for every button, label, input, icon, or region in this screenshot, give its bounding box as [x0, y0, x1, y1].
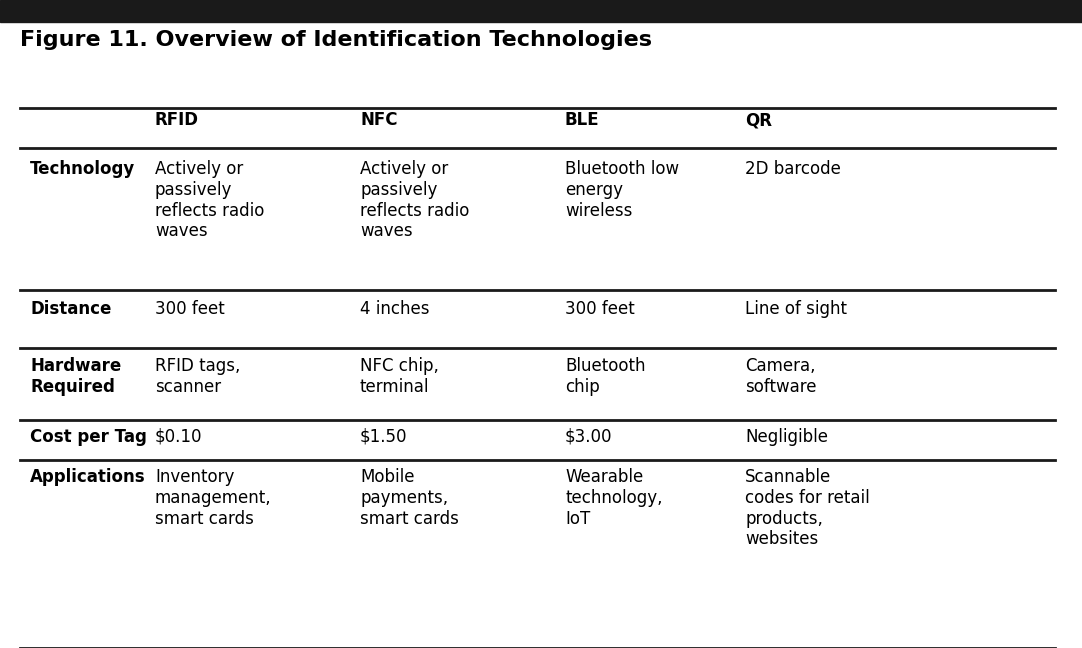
Text: BLE: BLE — [565, 111, 599, 129]
Text: 2D barcode: 2D barcode — [745, 160, 841, 178]
Text: $1.50: $1.50 — [360, 428, 408, 446]
Text: Wearable
technology,
IoT: Wearable technology, IoT — [565, 468, 662, 527]
Text: 300 feet: 300 feet — [565, 300, 635, 318]
Text: Inventory
management,
smart cards: Inventory management, smart cards — [155, 468, 272, 527]
Text: NFC: NFC — [360, 111, 397, 129]
Text: Hardware
Required: Hardware Required — [30, 357, 121, 396]
Text: 4 inches: 4 inches — [360, 300, 430, 318]
Text: QR: QR — [745, 111, 771, 129]
Text: Line of sight: Line of sight — [745, 300, 847, 318]
Text: Distance: Distance — [30, 300, 111, 318]
Text: Figure 11. Overview of Identification Technologies: Figure 11. Overview of Identification Te… — [19, 30, 652, 50]
Text: Scannable
codes for retail
products,
websites: Scannable codes for retail products, web… — [745, 468, 870, 548]
Text: Technology: Technology — [30, 160, 135, 178]
Text: Actively or
passively
reflects radio
waves: Actively or passively reflects radio wav… — [155, 160, 264, 240]
Bar — [0, 0, 1082, 22]
Text: Applications: Applications — [30, 468, 146, 486]
Text: NFC chip,
terminal: NFC chip, terminal — [360, 357, 439, 396]
Text: RFID tags,
scanner: RFID tags, scanner — [155, 357, 240, 396]
Text: 300 feet: 300 feet — [155, 300, 225, 318]
Text: Cost per Tag: Cost per Tag — [30, 428, 147, 446]
Text: Negligible: Negligible — [745, 428, 828, 446]
Text: Bluetooth low
energy
wireless: Bluetooth low energy wireless — [565, 160, 679, 220]
Text: Camera,
software: Camera, software — [745, 357, 817, 396]
Text: Mobile
payments,
smart cards: Mobile payments, smart cards — [360, 468, 459, 527]
Text: Actively or
passively
reflects radio
waves: Actively or passively reflects radio wav… — [360, 160, 470, 240]
Text: Bluetooth
chip: Bluetooth chip — [565, 357, 646, 396]
Text: $3.00: $3.00 — [565, 428, 612, 446]
Text: RFID: RFID — [155, 111, 199, 129]
Text: $0.10: $0.10 — [155, 428, 202, 446]
